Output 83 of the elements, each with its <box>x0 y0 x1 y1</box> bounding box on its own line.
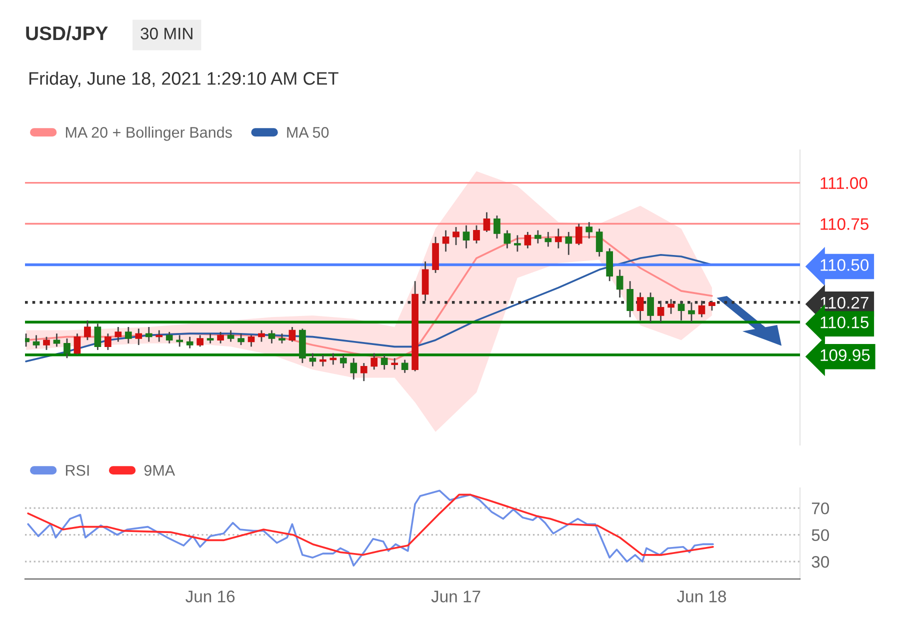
candlestick <box>360 362 368 382</box>
candlestick <box>74 332 81 356</box>
line-series <box>27 490 714 567</box>
y-tick-label: 109.95 <box>820 349 870 362</box>
y-tick-label: 110.27 <box>820 296 868 309</box>
candlestick <box>565 231 572 256</box>
candlestick <box>350 357 358 380</box>
candlestick <box>616 268 624 298</box>
candlestick <box>524 231 532 250</box>
candlestick <box>64 338 70 359</box>
candlestick <box>678 300 685 322</box>
candlestick <box>708 300 716 312</box>
candlestick <box>227 330 234 342</box>
y-tick-label: 110.50 <box>820 259 869 271</box>
candlestick <box>401 359 408 374</box>
candlestick <box>238 332 244 346</box>
candlestick <box>647 292 654 323</box>
candlestick <box>534 230 542 244</box>
candlestick <box>288 326 296 342</box>
candlestick <box>452 226 460 246</box>
candlestick <box>156 330 163 342</box>
candlestick <box>166 331 173 344</box>
candlestick <box>596 228 603 258</box>
candlestick <box>114 326 122 342</box>
candlestick <box>124 326 132 344</box>
x-tick-label: Jun 17 <box>431 590 480 602</box>
candlestick <box>668 298 674 315</box>
line-series <box>27 494 714 556</box>
candlestick <box>554 228 562 250</box>
candlestick <box>370 352 378 370</box>
candlestick <box>575 223 582 246</box>
candlestick <box>504 230 511 250</box>
candlestick <box>32 334 40 349</box>
candlestick <box>688 302 695 323</box>
chart-subtitle: 30 MIN <box>140 28 192 40</box>
candlestick <box>320 354 326 368</box>
candlestick <box>483 212 490 233</box>
candlestick <box>206 332 214 344</box>
chart-title: USD/JPY <box>26 26 108 40</box>
y-tick-label: 30 <box>812 556 829 568</box>
legend-label: MA 20 + Bollinger Bands <box>66 126 232 141</box>
candlestick <box>84 320 91 341</box>
candlestick <box>309 352 316 368</box>
candlestick <box>196 334 204 348</box>
candlestick <box>217 331 224 344</box>
y-tick-label: 50 <box>812 529 829 542</box>
candlestick <box>380 354 388 370</box>
legend-label: 9MA <box>144 464 176 476</box>
y-tick-label: 111.00 <box>820 177 868 189</box>
candlestick <box>698 300 706 318</box>
candlestick <box>268 330 276 344</box>
x-tick-label: Jun 18 <box>676 590 726 602</box>
candlestick <box>340 354 347 369</box>
candlestick <box>657 300 664 323</box>
candlestick <box>135 328 142 346</box>
candlestick <box>330 352 337 366</box>
candlestick <box>462 224 470 250</box>
candlestick <box>104 332 112 351</box>
candlestick <box>626 280 634 318</box>
candlestick <box>176 334 184 348</box>
candlestick <box>94 323 102 351</box>
candlestick <box>636 292 644 322</box>
candlestick <box>442 230 450 252</box>
candlestick <box>248 334 255 348</box>
candlestick <box>391 357 398 370</box>
candlestick <box>586 221 593 240</box>
text: Friday, June 18, 2021 1:29:10 AM CET <box>29 72 338 88</box>
candlestick <box>514 234 521 252</box>
x-tick-label: Jun 16 <box>186 590 235 602</box>
legend-label: MA 50 <box>287 126 329 138</box>
candlestick <box>186 336 194 349</box>
candlestick <box>145 326 152 342</box>
y-tick-label: 110.15 <box>820 316 868 328</box>
legend-label: RSI <box>66 464 89 476</box>
candlestick <box>258 330 265 342</box>
candlestick <box>278 332 286 344</box>
y-tick-label: 110.75 <box>820 218 868 230</box>
y-tick-label: 70 <box>812 502 829 514</box>
line-series <box>25 254 713 362</box>
candlestick <box>494 214 500 240</box>
candlestick <box>544 231 552 248</box>
candlestick <box>43 336 50 351</box>
candlestick <box>473 224 480 244</box>
